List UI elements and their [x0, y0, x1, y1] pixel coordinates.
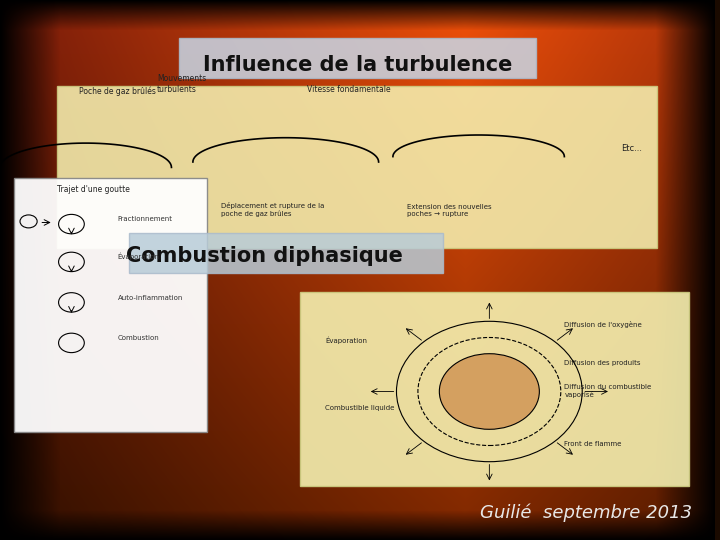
FancyBboxPatch shape — [57, 86, 657, 248]
FancyBboxPatch shape — [300, 292, 689, 486]
Text: Diffusion des produits: Diffusion des produits — [564, 360, 641, 366]
Text: Guilié  septembre 2013: Guilié septembre 2013 — [480, 504, 692, 522]
FancyBboxPatch shape — [179, 38, 536, 78]
Text: Influence de la turbulence: Influence de la turbulence — [202, 55, 512, 75]
Text: Etc...: Etc... — [621, 144, 642, 153]
Text: Diffusion du combustible
vaporisé: Diffusion du combustible vaporisé — [564, 384, 652, 398]
Text: Mouvements
turbulents: Mouvements turbulents — [157, 75, 207, 94]
Text: Évaporation: Évaporation — [118, 253, 160, 260]
Text: Front de flamme: Front de flamme — [564, 441, 622, 447]
Text: Extension des nouvelles
poches → rupture: Extension des nouvelles poches → rupture — [408, 204, 492, 217]
Text: Vitesse fondamentale: Vitesse fondamentale — [307, 85, 391, 94]
Text: Diffusion de l'oxygène: Diffusion de l'oxygène — [564, 321, 642, 328]
FancyBboxPatch shape — [14, 178, 207, 432]
Text: Évaporation: Évaporation — [325, 336, 367, 344]
FancyBboxPatch shape — [129, 233, 443, 273]
Text: Combustion diphasique: Combustion diphasique — [126, 246, 402, 267]
Circle shape — [439, 354, 539, 429]
Text: Combustion: Combustion — [118, 335, 160, 341]
Text: Auto-inflammation: Auto-inflammation — [118, 295, 184, 301]
Text: Combustible liquide: Combustible liquide — [325, 406, 395, 411]
Text: Poche de gaz brûlés: Poche de gaz brûlés — [78, 87, 156, 97]
Text: Déplacement et rupture de la
poche de gaz brûles: Déplacement et rupture de la poche de ga… — [222, 202, 325, 217]
Text: Trajet d'une goutte: Trajet d'une goutte — [57, 185, 130, 194]
Text: Fractionnement: Fractionnement — [118, 217, 173, 222]
